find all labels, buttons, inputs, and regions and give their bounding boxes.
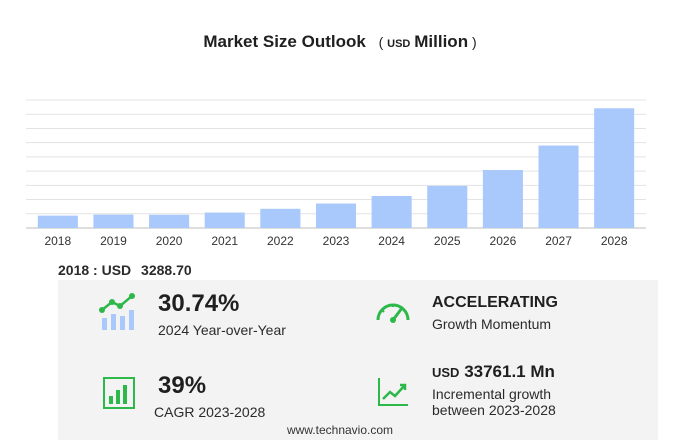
- bar-growth-icon: [103, 377, 135, 409]
- footer-url: www.technavio.com: [286, 423, 394, 437]
- incremental-currency: USD: [432, 365, 460, 380]
- bar-chart: 2018 2019 2020 2021 2022 2023 2024 2025 2026 2027…: [26, 99, 646, 248]
- bar-2026: [482, 170, 523, 228]
- x-tick-label: 2025: [434, 234, 461, 248]
- cagr-stat: 39% CAGR 2023-2028: [154, 372, 265, 420]
- x-tick-label: 2027: [545, 234, 572, 248]
- base-year-prefix: 2018 : USD: [58, 262, 132, 278]
- bar-2019: [93, 214, 134, 228]
- x-tick-label: 2026: [490, 234, 517, 248]
- bar-2022: [260, 208, 301, 228]
- incremental-line2: between 2023-2028: [432, 402, 556, 418]
- bar-2028: [594, 108, 635, 228]
- trend-chart-icon: [99, 293, 135, 330]
- bar-2021: [204, 212, 245, 228]
- x-tick-label: 2021: [211, 234, 238, 248]
- unit-label: ( USD Million ): [378, 32, 477, 51]
- unit-currency: USD: [387, 38, 411, 50]
- unit-open: (: [378, 34, 384, 50]
- momentum-stat: ACCELERATING Growth Momentum: [432, 294, 558, 332]
- x-tick-label: 2023: [323, 234, 350, 248]
- yoy-stat: 30.74% 2024 Year-over-Year: [158, 290, 286, 338]
- x-tick-label: 2019: [100, 234, 127, 248]
- bar-2025: [427, 185, 468, 228]
- bar-2018: [37, 215, 78, 228]
- x-tick-label: 2020: [156, 234, 183, 248]
- momentum-value: ACCELERATING: [432, 294, 558, 311]
- cagr-value: 39%: [158, 372, 207, 399]
- unit-close: ): [471, 34, 477, 50]
- yoy-value: 30.74%: [158, 290, 240, 317]
- bar-2023: [315, 203, 357, 228]
- yoy-label: 2024 Year-over-Year: [158, 322, 286, 338]
- x-tick-label: 2024: [378, 234, 405, 248]
- incremental-line1: Incremental growth: [432, 386, 552, 402]
- incremental-value: 33761.1 Mn: [464, 362, 555, 381]
- bar-2027: [538, 145, 579, 228]
- incremental-stat: USD 33761.1 Mn Incremental growth betwee…: [432, 362, 556, 418]
- line-growth-icon: [378, 378, 408, 406]
- speedometer-icon: [376, 303, 410, 323]
- title-text: Market Size Outlook: [203, 32, 366, 51]
- cagr-label: CAGR 2023-2028: [154, 404, 266, 420]
- base-year-label: 2018 : USD 3288.70: [58, 262, 192, 278]
- bar-2020: [149, 214, 190, 228]
- chart-title: Market Size Outlook ( USD Million ): [0, 32, 680, 52]
- base-year-value: 3288.70: [141, 262, 192, 278]
- x-tick-label: 2028: [601, 234, 628, 248]
- unit-scale: Million: [414, 32, 469, 51]
- bar-2024: [371, 196, 412, 228]
- incremental-amount: USD 33761.1 Mn: [432, 362, 556, 382]
- x-tick-label: 2022: [267, 234, 294, 248]
- x-tick-label: 2018: [44, 234, 71, 248]
- momentum-label: Growth Momentum: [432, 316, 552, 332]
- stats-panel: 30.74% 2024 Year-over-Year ACCELERATING …: [58, 280, 658, 440]
